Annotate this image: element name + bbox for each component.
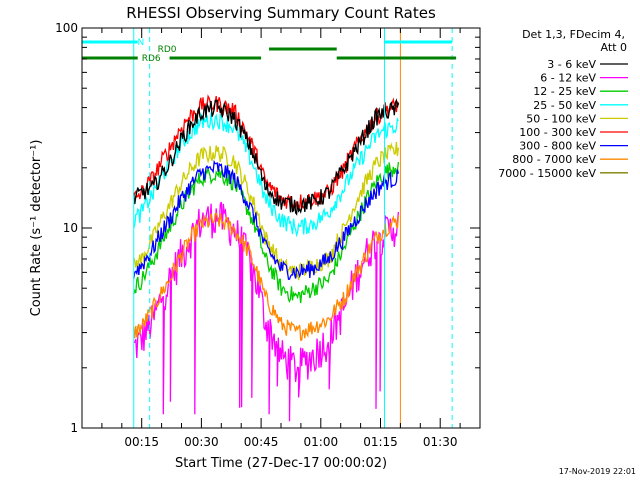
annotation-n: N (138, 38, 145, 48)
legend-label-4: 50 - 100 keV (526, 112, 596, 125)
legend-header-line1: Det 1,3, FDecim 4, (522, 28, 625, 41)
series-traces (133, 94, 400, 422)
legend-label-8: 7000 - 15000 keV (498, 167, 596, 180)
legend-label-2: 12 - 25 keV (533, 85, 596, 98)
x-tick-label-0: 00:15 (124, 435, 159, 449)
series-trace-6 (133, 159, 400, 280)
legend-label-6: 300 - 800 keV (519, 140, 596, 153)
legend-label-7: 800 - 7000 keV (512, 153, 596, 166)
x-tick-label-2: 00:45 (244, 435, 279, 449)
chart-title: RHESSI Observing Summary Count Rates (126, 4, 436, 22)
annotation-rd6: RD6 (142, 54, 161, 64)
series-trace-5 (133, 94, 400, 210)
legend-label-0: 3 - 6 keV (547, 58, 596, 71)
x-tick-label-5: 01:30 (423, 435, 458, 449)
y-tick-label-1: 10 (63, 221, 78, 235)
y-tick-label-0: 1 (70, 421, 78, 435)
y-axis-label: Count Rate (s⁻¹ detector⁻¹) (29, 140, 44, 317)
legend-header-line2: Att 0 (601, 41, 627, 54)
series-trace-3 (133, 111, 399, 238)
footer-timestamp: 17-Nov-2019 22:01 (559, 467, 636, 476)
axis-ticks: 00:15 00:30 00:45 01:00 01:15 01:30 1 10 100 (55, 21, 480, 449)
legend-label-5: 100 - 300 keV (519, 126, 596, 139)
x-tick-label-3: 01:00 (304, 435, 339, 449)
legend-label-3: 25 - 50 keV (533, 99, 596, 112)
x-axis-label: Start Time (27-Dec-17 00:00:02) (175, 456, 387, 471)
series-trace-0 (133, 98, 400, 216)
x-tick-label-1: 00:30 (184, 435, 219, 449)
y-tick-label-2: 100 (55, 21, 78, 35)
x-tick-label-4: 01:15 (363, 435, 398, 449)
marker-lines (133, 28, 453, 428)
annotation-rd0: RD0 (158, 45, 177, 55)
series-trace-2 (133, 161, 400, 304)
series-trace-4 (133, 142, 400, 281)
series-trace-7 (133, 212, 400, 341)
legend-label-1: 6 - 12 keV (540, 72, 596, 85)
